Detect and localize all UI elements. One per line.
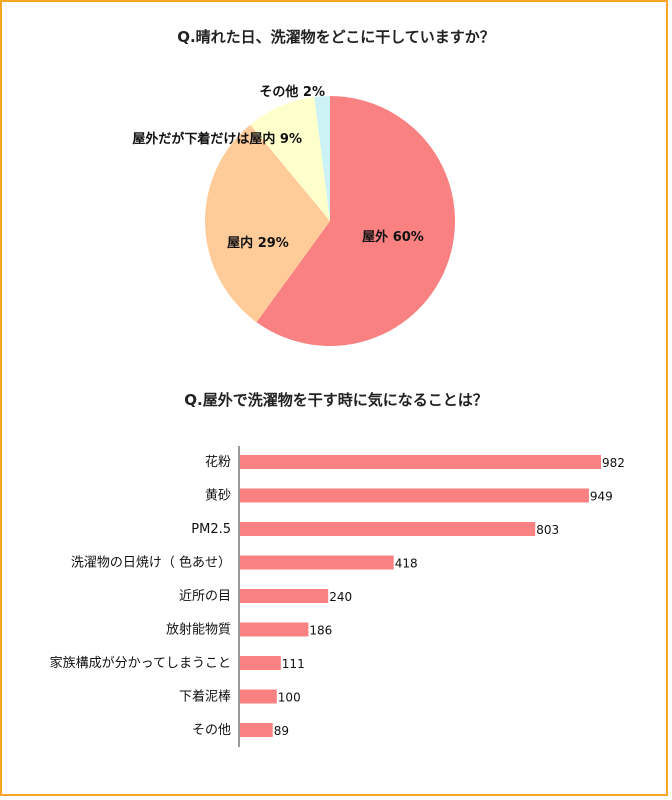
- bar: [240, 589, 329, 603]
- bar: [240, 622, 309, 637]
- bar-value-label: 100: [278, 691, 301, 705]
- bar: [240, 488, 589, 503]
- bar-category-label: 下着泥棒: [179, 689, 231, 705]
- bar: [240, 723, 273, 737]
- pie-slice-label: その他 2%: [259, 84, 325, 100]
- bar-value-label: 89: [274, 724, 289, 738]
- bar-value-label: 949: [590, 490, 613, 504]
- bar-value-label: 418: [395, 557, 418, 571]
- bar-value-label: 111: [282, 657, 305, 671]
- pie-chart: 屋外 60% 屋内 29% 屋外だが下着だけは屋内 9% その他 2%: [132, 84, 455, 346]
- bar-chart-title: Q.屋外で洗濯物を干す時に気になることは？: [184, 391, 487, 409]
- bar-category-label: 黄砂: [205, 489, 231, 504]
- bar-value-label: 240: [329, 590, 352, 604]
- bar-value-label: 186: [309, 624, 332, 638]
- pie-slice-label: 屋内 29%: [227, 235, 289, 251]
- pie-slice: [314, 96, 330, 221]
- bar-category-label: 家族構成が分かってしまうこと: [50, 655, 231, 671]
- bar: [240, 455, 601, 469]
- pie-slice-label: 屋外 60%: [362, 229, 424, 245]
- pie-slice: [250, 96, 330, 221]
- bar: [240, 555, 394, 570]
- bar-category-label: その他: [192, 723, 231, 738]
- pie-slice: [205, 124, 330, 323]
- bar-category-label: 近所の目: [179, 589, 231, 604]
- pie-chart-title: Q.晴れた日、洗濯物をどこに干していますか？: [177, 28, 495, 46]
- bar: [240, 656, 281, 670]
- bar: [240, 522, 536, 536]
- bar-category-label: 放射能物質: [166, 622, 231, 638]
- bar-value-label: 803: [536, 523, 559, 537]
- bar: [240, 689, 277, 704]
- bar-category-label: 花粉: [205, 454, 231, 470]
- bar-value-label: 982: [602, 456, 625, 470]
- bar-chart: 花粉 982 黄砂 949 PM2.5 803 洗濯物の日焼け（ 色あせ） 418 近所の目 24…: [50, 454, 625, 738]
- bar-category-label: PM2.5: [191, 522, 231, 537]
- pie-slice-label: 屋外だが下着だけは屋内 9%: [132, 131, 302, 147]
- bar-category-label: 洗濯物の日焼け（ 色あせ）: [71, 555, 231, 571]
- pie-slice: [256, 96, 455, 346]
